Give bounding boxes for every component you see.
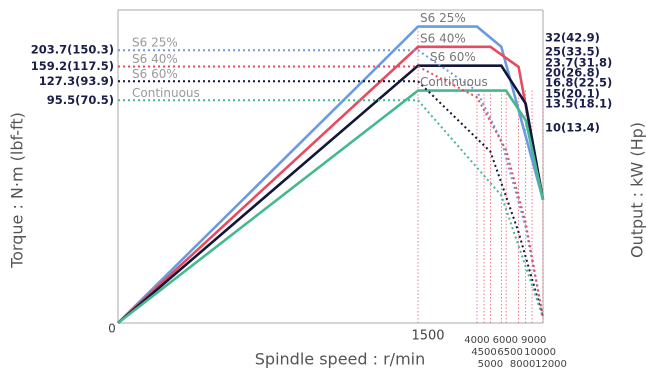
- power-label: 16.8(22.5): [545, 76, 612, 90]
- power-label: 20(26.8): [545, 66, 600, 80]
- curve-label: S6 40%: [420, 31, 466, 45]
- power-label: 32(42.9): [545, 31, 600, 45]
- power-label: 10(13.4): [545, 121, 600, 135]
- series-label: S6 40%: [132, 52, 178, 66]
- y2-tick-label: 203.7(150.3): [31, 43, 114, 57]
- series-label: S6 60%: [132, 67, 178, 81]
- x-tick-label: 4500: [471, 347, 496, 358]
- x-tick-label: 8000: [510, 359, 535, 370]
- power-label: 25(33.5): [545, 45, 600, 59]
- power-line: [117, 64, 545, 324]
- torque-line: [118, 99, 544, 318]
- x-tick-label: 5000: [478, 359, 503, 370]
- power-line: [117, 25, 545, 324]
- x-tick-label: 12000: [535, 359, 567, 370]
- power-line: [117, 89, 545, 325]
- power-label: 23.7(31.8): [545, 56, 612, 70]
- torque-line: [118, 80, 544, 318]
- series-label: S6 25%: [132, 36, 178, 50]
- power-label: 15(20.1): [545, 87, 600, 101]
- x-tick-label: 4000: [464, 335, 489, 346]
- series-label: Continuous: [132, 86, 200, 100]
- curve-label: Continuous: [420, 75, 488, 89]
- torque-line: [118, 49, 544, 318]
- curve-label: S6 60%: [430, 50, 476, 64]
- x-axis-title: Spindle speed : r/min: [255, 350, 425, 369]
- y2-axis-title: Torque : N·m (lbf-ft): [8, 112, 27, 269]
- x-tick-label: 0: [108, 322, 116, 336]
- x-tick-label: 9000: [521, 335, 546, 346]
- y2-tick-label: 127.3(93.9): [39, 74, 114, 88]
- y-axis-title: Output : kW (Hp): [628, 122, 646, 258]
- x-tick-label: 10000: [524, 347, 556, 358]
- x-tick-label: 1500: [411, 329, 444, 344]
- torque-line: [118, 65, 544, 318]
- y2-tick-label: 95.5(70.5): [47, 93, 114, 107]
- x-tick-label: 6000: [493, 335, 518, 346]
- curve-label: S6 25%: [420, 11, 466, 25]
- y2-tick-label: 159.2(117.5): [31, 59, 114, 73]
- x-tick-label: 6500: [497, 347, 522, 358]
- power-label: 13.5(18.1): [545, 97, 612, 111]
